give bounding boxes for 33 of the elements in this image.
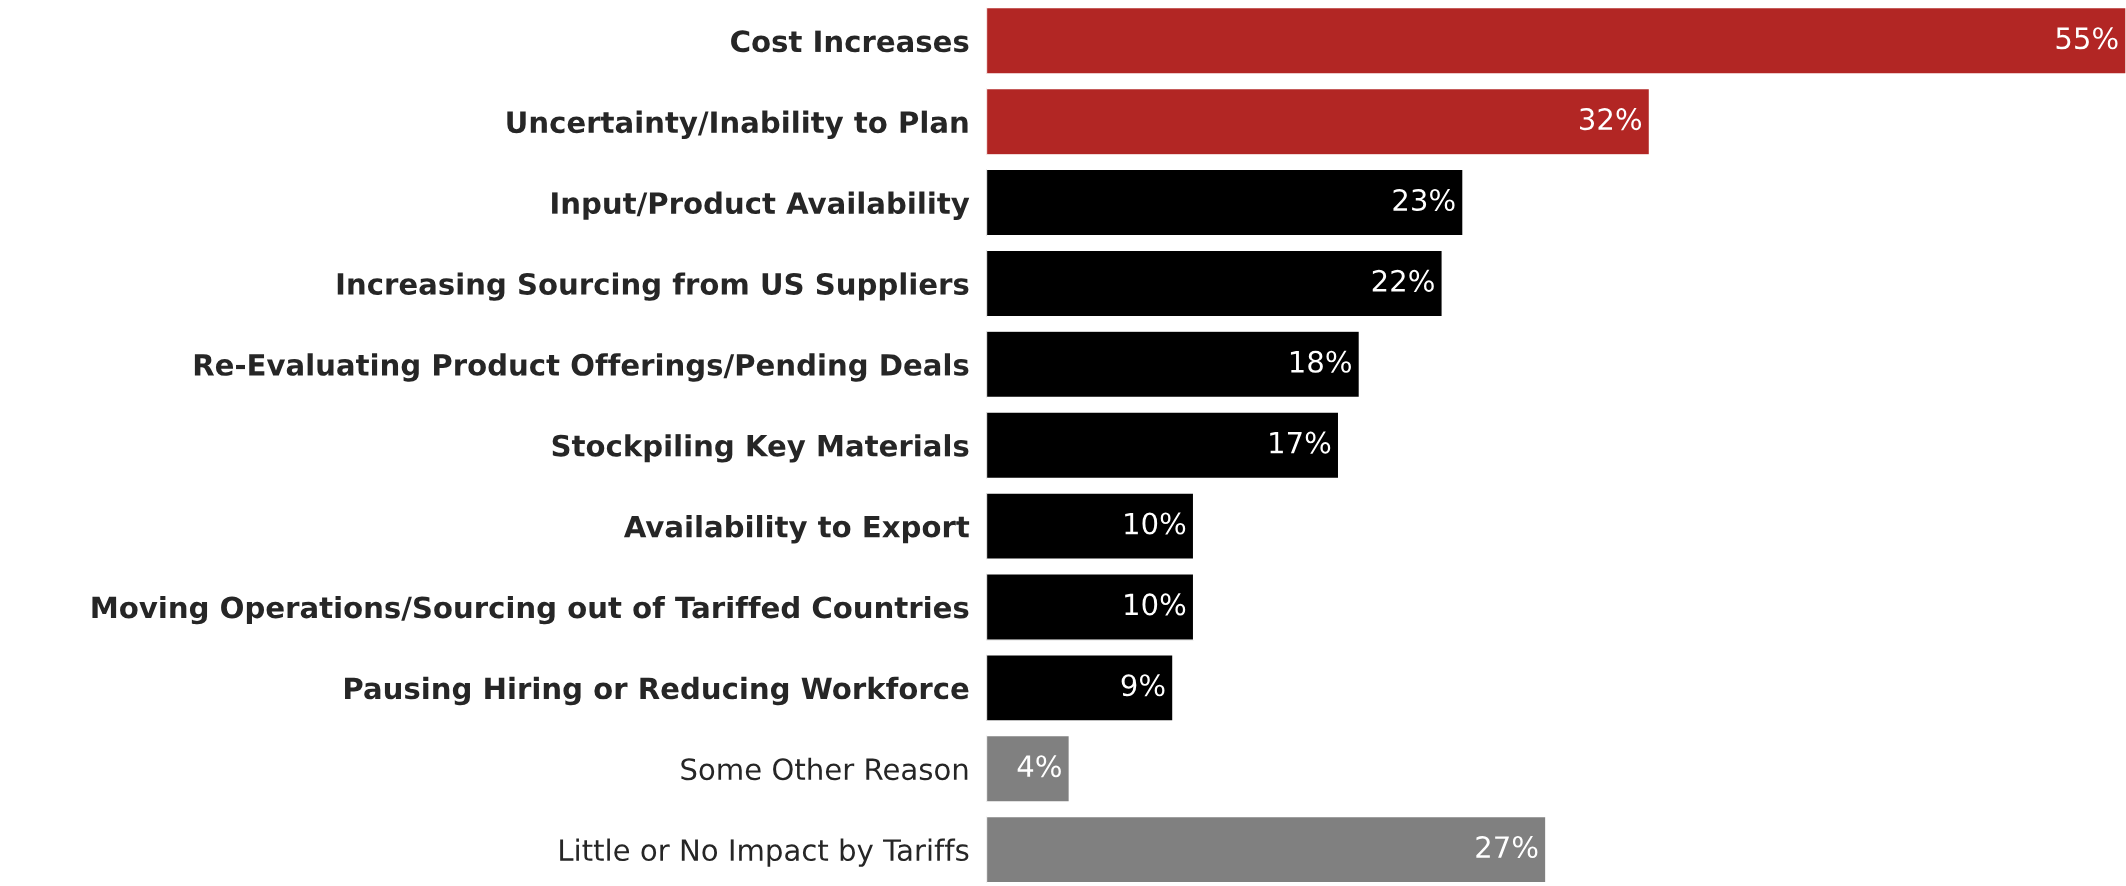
y-tick-label: Stockpiling Key Materials bbox=[552, 434, 969, 463]
y-tick-label: Availability to Export bbox=[623, 515, 970, 544]
y-tick-label: Little or No Impact by Tariffs bbox=[560, 838, 969, 867]
y-tick-label: Increasing Sourcing from US Suppliers bbox=[337, 272, 969, 301]
data-label: 27% bbox=[1476, 836, 1538, 859]
bar bbox=[986, 815, 1547, 884]
data-label: 22% bbox=[1372, 269, 1434, 292]
data-label: 10% bbox=[1125, 593, 1186, 616]
y-tick-label: Re-Evaluating Product Offerings/Pending Deals bbox=[194, 353, 969, 382]
data-label: 10% bbox=[1125, 512, 1186, 535]
bar bbox=[986, 653, 1174, 722]
y-tick-label: Pausing Hiring or Reducing Workforce bbox=[345, 676, 969, 706]
data-label: 4% bbox=[1017, 755, 1061, 778]
data-label: 9% bbox=[1121, 674, 1165, 697]
data-label: 55% bbox=[2056, 27, 2118, 50]
data-label: 32% bbox=[1580, 108, 1642, 131]
y-tick-label: Some Other Reason bbox=[681, 757, 968, 781]
bar bbox=[986, 6, 2126, 75]
data-label: 18% bbox=[1290, 350, 1351, 373]
y-tick-label: Cost Increases bbox=[731, 30, 969, 53]
y-tick-label: Moving Operations/Sourcing out of Tariffed Countries bbox=[92, 595, 969, 625]
bar bbox=[986, 411, 1340, 480]
bar bbox=[986, 573, 1195, 641]
y-tick-label: Uncertainty/Inability to Plan bbox=[507, 110, 968, 140]
bar bbox=[986, 87, 1651, 156]
y-tick-label: Input/Product Availability bbox=[552, 191, 970, 220]
bar bbox=[986, 249, 1443, 318]
data-label: 23% bbox=[1393, 188, 1455, 212]
data-label: 17% bbox=[1270, 431, 1331, 454]
bar bbox=[986, 168, 1464, 237]
bar bbox=[986, 330, 1361, 399]
bar bbox=[986, 734, 1071, 803]
bar bbox=[986, 492, 1195, 560]
